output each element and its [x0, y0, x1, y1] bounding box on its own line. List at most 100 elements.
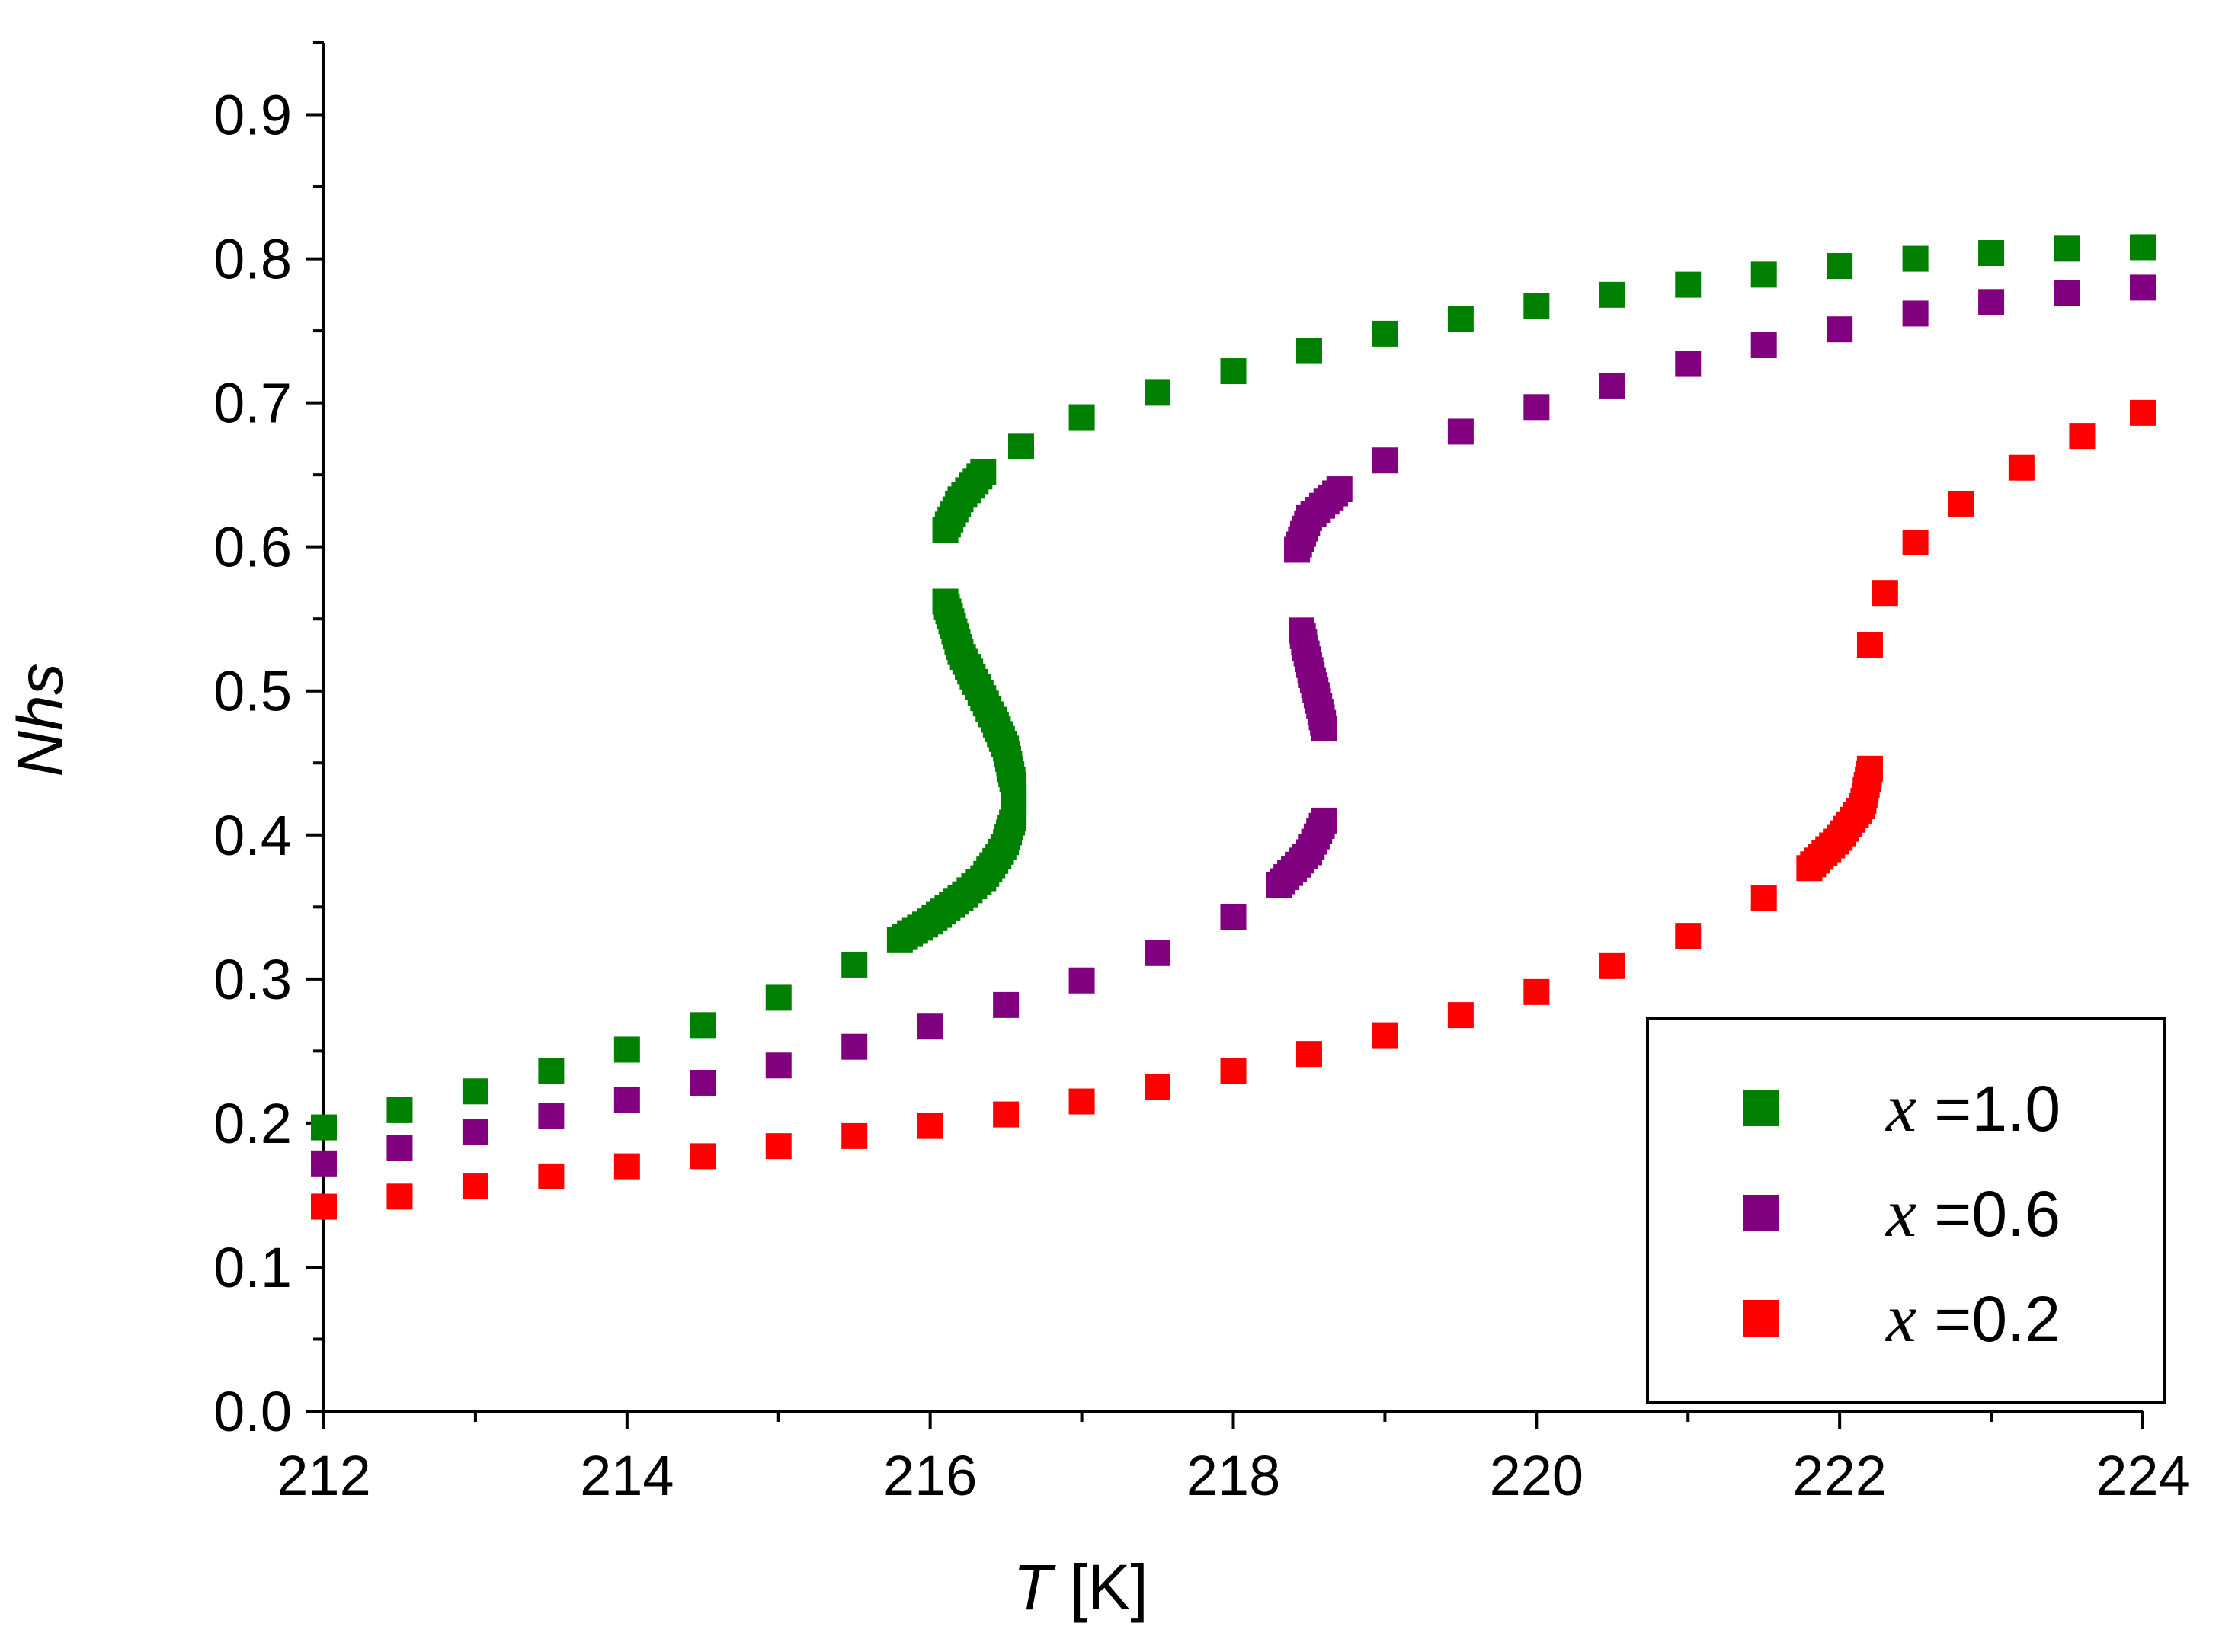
data-point — [386, 1183, 413, 1210]
y-axis-title: Nhs — [5, 663, 76, 776]
x-tick-label: 220 — [1490, 1444, 1583, 1507]
data-point — [841, 951, 868, 978]
x-tick-label: 224 — [2096, 1444, 2189, 1507]
data-point — [1902, 530, 1929, 556]
data-point — [538, 1058, 565, 1084]
data-point — [2054, 280, 2080, 306]
data-point — [1447, 306, 1474, 332]
data-point — [1872, 580, 1898, 607]
legend-marker-x-0.6 — [1743, 1195, 1779, 1231]
data-point — [690, 1069, 716, 1096]
y-tick-label: 0.3 — [213, 948, 292, 1011]
legend-marker-x-1.0 — [1743, 1090, 1779, 1126]
data-point — [932, 588, 959, 615]
data-point — [1902, 245, 1929, 272]
data-point — [1068, 404, 1095, 431]
data-point — [1447, 1002, 1474, 1029]
data-point — [841, 1033, 868, 1060]
data-point — [1220, 1058, 1247, 1084]
data-point — [1599, 281, 1625, 308]
data-point — [1827, 253, 1853, 280]
data-point — [1675, 351, 1702, 377]
data-point — [311, 1193, 337, 1220]
data-point — [1856, 632, 1883, 658]
data-point — [1447, 418, 1474, 445]
data-point — [1523, 394, 1550, 421]
data-point — [462, 1119, 488, 1145]
legend: x =1.0 x =0.6 x =0.2 — [1646, 1017, 2166, 1404]
data-point — [1145, 1074, 1171, 1100]
data-point — [1675, 271, 1702, 298]
data-point — [1295, 1041, 1322, 1068]
y-tick-label: 0.4 — [213, 804, 292, 867]
data-point — [2130, 274, 2156, 301]
legend-label-x-0.6: x =0.6 — [1884, 1176, 2060, 1251]
y-tick-label: 0.5 — [213, 660, 292, 723]
tick-labels: 212 214 216 218 220 222 224 0.0 0.1 0.2 0.3 0.4 0.5 0… — [213, 84, 2190, 1507]
data-point — [1827, 316, 1853, 343]
data-point — [1750, 261, 1777, 288]
y-tick-label: 0.6 — [213, 516, 292, 579]
x-axis-title-var: T — [1013, 1551, 1056, 1623]
data-point — [386, 1097, 413, 1123]
data-point — [1372, 320, 1398, 347]
data-point — [1675, 923, 1702, 949]
data-point — [2054, 235, 2080, 262]
y-tick-label: 0.2 — [213, 1092, 292, 1155]
x-tick-label: 216 — [883, 1444, 977, 1507]
data-point — [970, 459, 997, 485]
data-point — [1311, 807, 1337, 834]
data-point — [1523, 293, 1550, 319]
series-x-1.0 — [311, 234, 2156, 1141]
x-axis-title: T [K] — [1013, 1551, 1148, 1623]
data-point — [1145, 940, 1171, 966]
data-point — [1750, 332, 1777, 359]
data-point — [2130, 234, 2156, 261]
data-point — [462, 1173, 488, 1200]
data-point — [386, 1135, 413, 1161]
legend-marker-x-0.2 — [1743, 1300, 1779, 1337]
data-point — [1978, 289, 2005, 315]
data-point — [538, 1163, 565, 1189]
x-tick-label: 212 — [277, 1444, 370, 1507]
series-x-0.2 — [311, 399, 2156, 1220]
data-point — [1068, 1088, 1095, 1115]
y-tick-label: 0.0 — [213, 1380, 292, 1443]
data-point — [538, 1103, 565, 1129]
x-tick-label: 222 — [1792, 1444, 1886, 1507]
data-point — [1068, 967, 1095, 994]
data-point — [993, 1101, 1020, 1128]
data-point — [690, 1012, 716, 1039]
data-point — [2130, 399, 2156, 426]
data-point — [690, 1143, 716, 1170]
data-point — [2069, 423, 2096, 450]
data-point — [2008, 454, 2035, 481]
data-point — [1599, 952, 1625, 979]
x-axis-title-unit: [K] — [1052, 1551, 1148, 1623]
data-point — [1145, 379, 1171, 406]
data-point — [613, 1036, 640, 1063]
data-point — [1326, 476, 1353, 503]
data-point — [917, 1013, 943, 1040]
data-point — [993, 991, 1020, 1018]
x-tick-label: 218 — [1186, 1444, 1280, 1507]
legend-label-x-1.0: x =1.0 — [1884, 1071, 2060, 1146]
data-point — [462, 1078, 488, 1105]
data-point — [1008, 433, 1035, 459]
axes — [306, 41, 2144, 1429]
data-point — [1289, 617, 1315, 644]
y-tick-label: 0.8 — [213, 228, 292, 291]
y-tick-label: 0.7 — [213, 372, 292, 435]
data-point — [1750, 885, 1777, 911]
data-point — [1220, 904, 1247, 930]
data-point — [1220, 358, 1247, 385]
data-point — [613, 1153, 640, 1180]
data-point — [917, 1113, 943, 1139]
data-point — [1599, 372, 1625, 399]
data-point — [1372, 447, 1398, 474]
data-point — [1948, 490, 1974, 517]
data-point — [1978, 240, 2005, 267]
data-point — [311, 1150, 337, 1177]
data-point — [1372, 1022, 1398, 1049]
